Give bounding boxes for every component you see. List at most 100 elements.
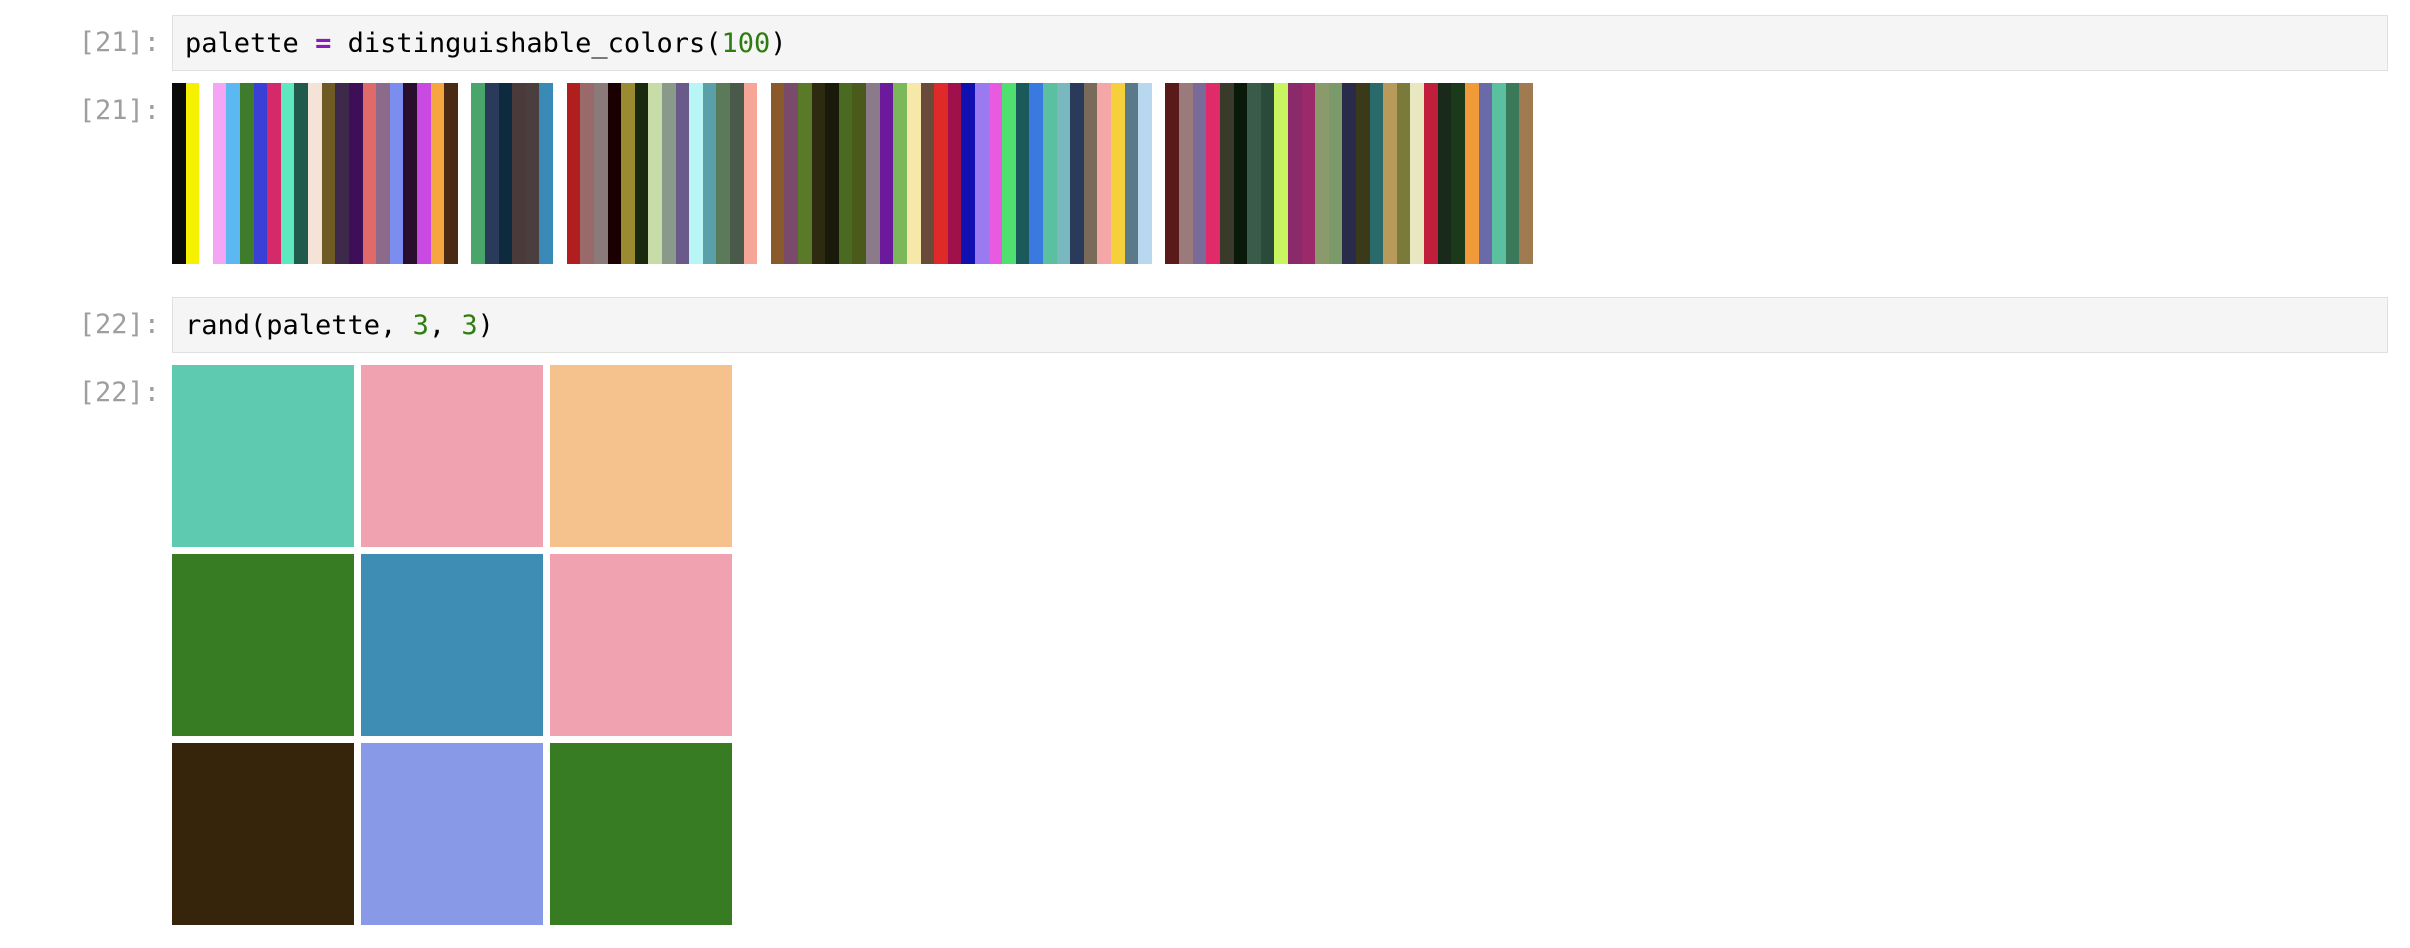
palette-swatch — [1219, 83, 1234, 264]
palette-swatch — [376, 83, 390, 264]
palette-swatch — [512, 83, 526, 264]
palette-swatch — [920, 83, 935, 264]
palette-swatch — [906, 83, 921, 264]
palette-swatch — [798, 83, 812, 264]
palette-swatch — [185, 83, 200, 264]
code-input-cell-21[interactable]: palette = distinguishable_colors(100) — [172, 15, 2388, 71]
code-token-function: distinguishable_colors( — [347, 28, 722, 59]
palette-swatch — [893, 83, 907, 264]
palette-swatch — [308, 83, 322, 264]
palette-swatch — [1015, 83, 1030, 264]
palette-swatch — [1519, 83, 1533, 264]
palette-swatch — [1138, 83, 1152, 264]
code-token-var: palette — [185, 28, 299, 59]
palette-swatch — [1151, 83, 1166, 264]
palette-swatch — [947, 83, 962, 264]
palette-swatch — [430, 83, 445, 264]
input-prompt-21: [21]: — [78, 27, 160, 58]
palette-swatch — [621, 83, 635, 264]
palette-swatch — [1328, 83, 1343, 264]
palette-swatch — [1492, 83, 1506, 264]
code-token-number: 100 — [721, 28, 771, 59]
palette-swatch — [444, 83, 458, 264]
palette-swatch — [1287, 83, 1302, 264]
palette-swatch — [1233, 83, 1248, 264]
palette-swatch — [240, 83, 254, 264]
palette-swatch — [961, 83, 975, 264]
palette-swatch — [716, 83, 730, 264]
palette-swatch — [471, 83, 486, 264]
palette-swatch — [634, 83, 649, 264]
code-line: palette = distinguishable_colors(100) — [185, 24, 787, 64]
code-token-number: 3 — [461, 310, 478, 341]
color-grid-cell — [550, 743, 732, 925]
palette-swatch — [784, 83, 799, 264]
palette-swatch — [593, 83, 608, 264]
palette-swatch — [648, 83, 662, 264]
palette-swatch — [403, 83, 417, 264]
palette-swatch — [580, 83, 594, 264]
palette-swatch — [1206, 83, 1220, 264]
palette-swatch — [866, 83, 880, 264]
palette-swatch — [553, 83, 567, 264]
palette-swatch — [1478, 83, 1493, 264]
palette-swatch — [199, 83, 213, 264]
palette-swatch — [253, 83, 268, 264]
palette-swatch — [539, 83, 554, 264]
palette-swatch — [811, 83, 826, 264]
palette-swatch — [1111, 83, 1125, 264]
palette-swatch — [1083, 83, 1098, 264]
palette-swatch — [1192, 83, 1207, 264]
palette-swatch — [743, 83, 758, 264]
palette-swatch — [485, 83, 499, 264]
color-grid-cell — [361, 554, 543, 736]
palette-swatch — [1056, 83, 1071, 264]
palette-swatch — [1342, 83, 1357, 264]
palette-swatch — [757, 83, 771, 264]
palette-swatch — [934, 83, 948, 264]
palette-swatch-strip — [172, 83, 1533, 264]
code-token-paren: ) — [477, 310, 494, 341]
code-line: rand(palette, 3, 3) — [185, 306, 494, 346]
palette-swatch — [226, 83, 241, 264]
palette-swatch — [838, 83, 853, 264]
palette-swatch — [1043, 83, 1057, 264]
palette-swatch — [1383, 83, 1397, 264]
palette-swatch — [1369, 83, 1384, 264]
palette-swatch — [498, 83, 513, 264]
color-grid-cell — [172, 365, 354, 547]
output-prompt-22: [22]: — [78, 377, 160, 408]
palette-swatch — [1070, 83, 1084, 264]
palette-swatch — [1410, 83, 1425, 264]
color-grid-cell — [361, 743, 543, 925]
palette-swatch — [988, 83, 1003, 264]
palette-swatch — [321, 83, 336, 264]
palette-swatch — [675, 83, 690, 264]
palette-swatch — [362, 83, 377, 264]
code-token-number: 3 — [412, 310, 429, 341]
color-grid-cell — [361, 365, 543, 547]
palette-swatch — [1124, 83, 1139, 264]
code-token-separator: , — [428, 310, 462, 341]
output-prompt-21: [21]: — [78, 95, 160, 126]
palette-swatch — [416, 83, 431, 264]
palette-swatch — [607, 83, 622, 264]
palette-swatch — [770, 83, 785, 264]
palette-swatch — [729, 83, 744, 264]
palette-swatch — [389, 83, 404, 264]
palette-swatch — [457, 83, 472, 264]
palette-swatch — [566, 83, 581, 264]
code-input-cell-22[interactable]: rand(palette, 3, 3) — [172, 297, 2388, 353]
palette-swatch — [702, 83, 717, 264]
palette-swatch — [525, 83, 540, 264]
palette-swatch — [294, 83, 309, 264]
code-token-operator: = — [315, 28, 332, 59]
palette-swatch — [1002, 83, 1016, 264]
palette-swatch — [280, 83, 295, 264]
palette-swatch — [1451, 83, 1465, 264]
palette-swatch — [1029, 83, 1043, 264]
palette-swatch — [689, 83, 703, 264]
palette-swatch — [1301, 83, 1316, 264]
palette-swatch — [661, 83, 676, 264]
palette-swatch — [1315, 83, 1329, 264]
